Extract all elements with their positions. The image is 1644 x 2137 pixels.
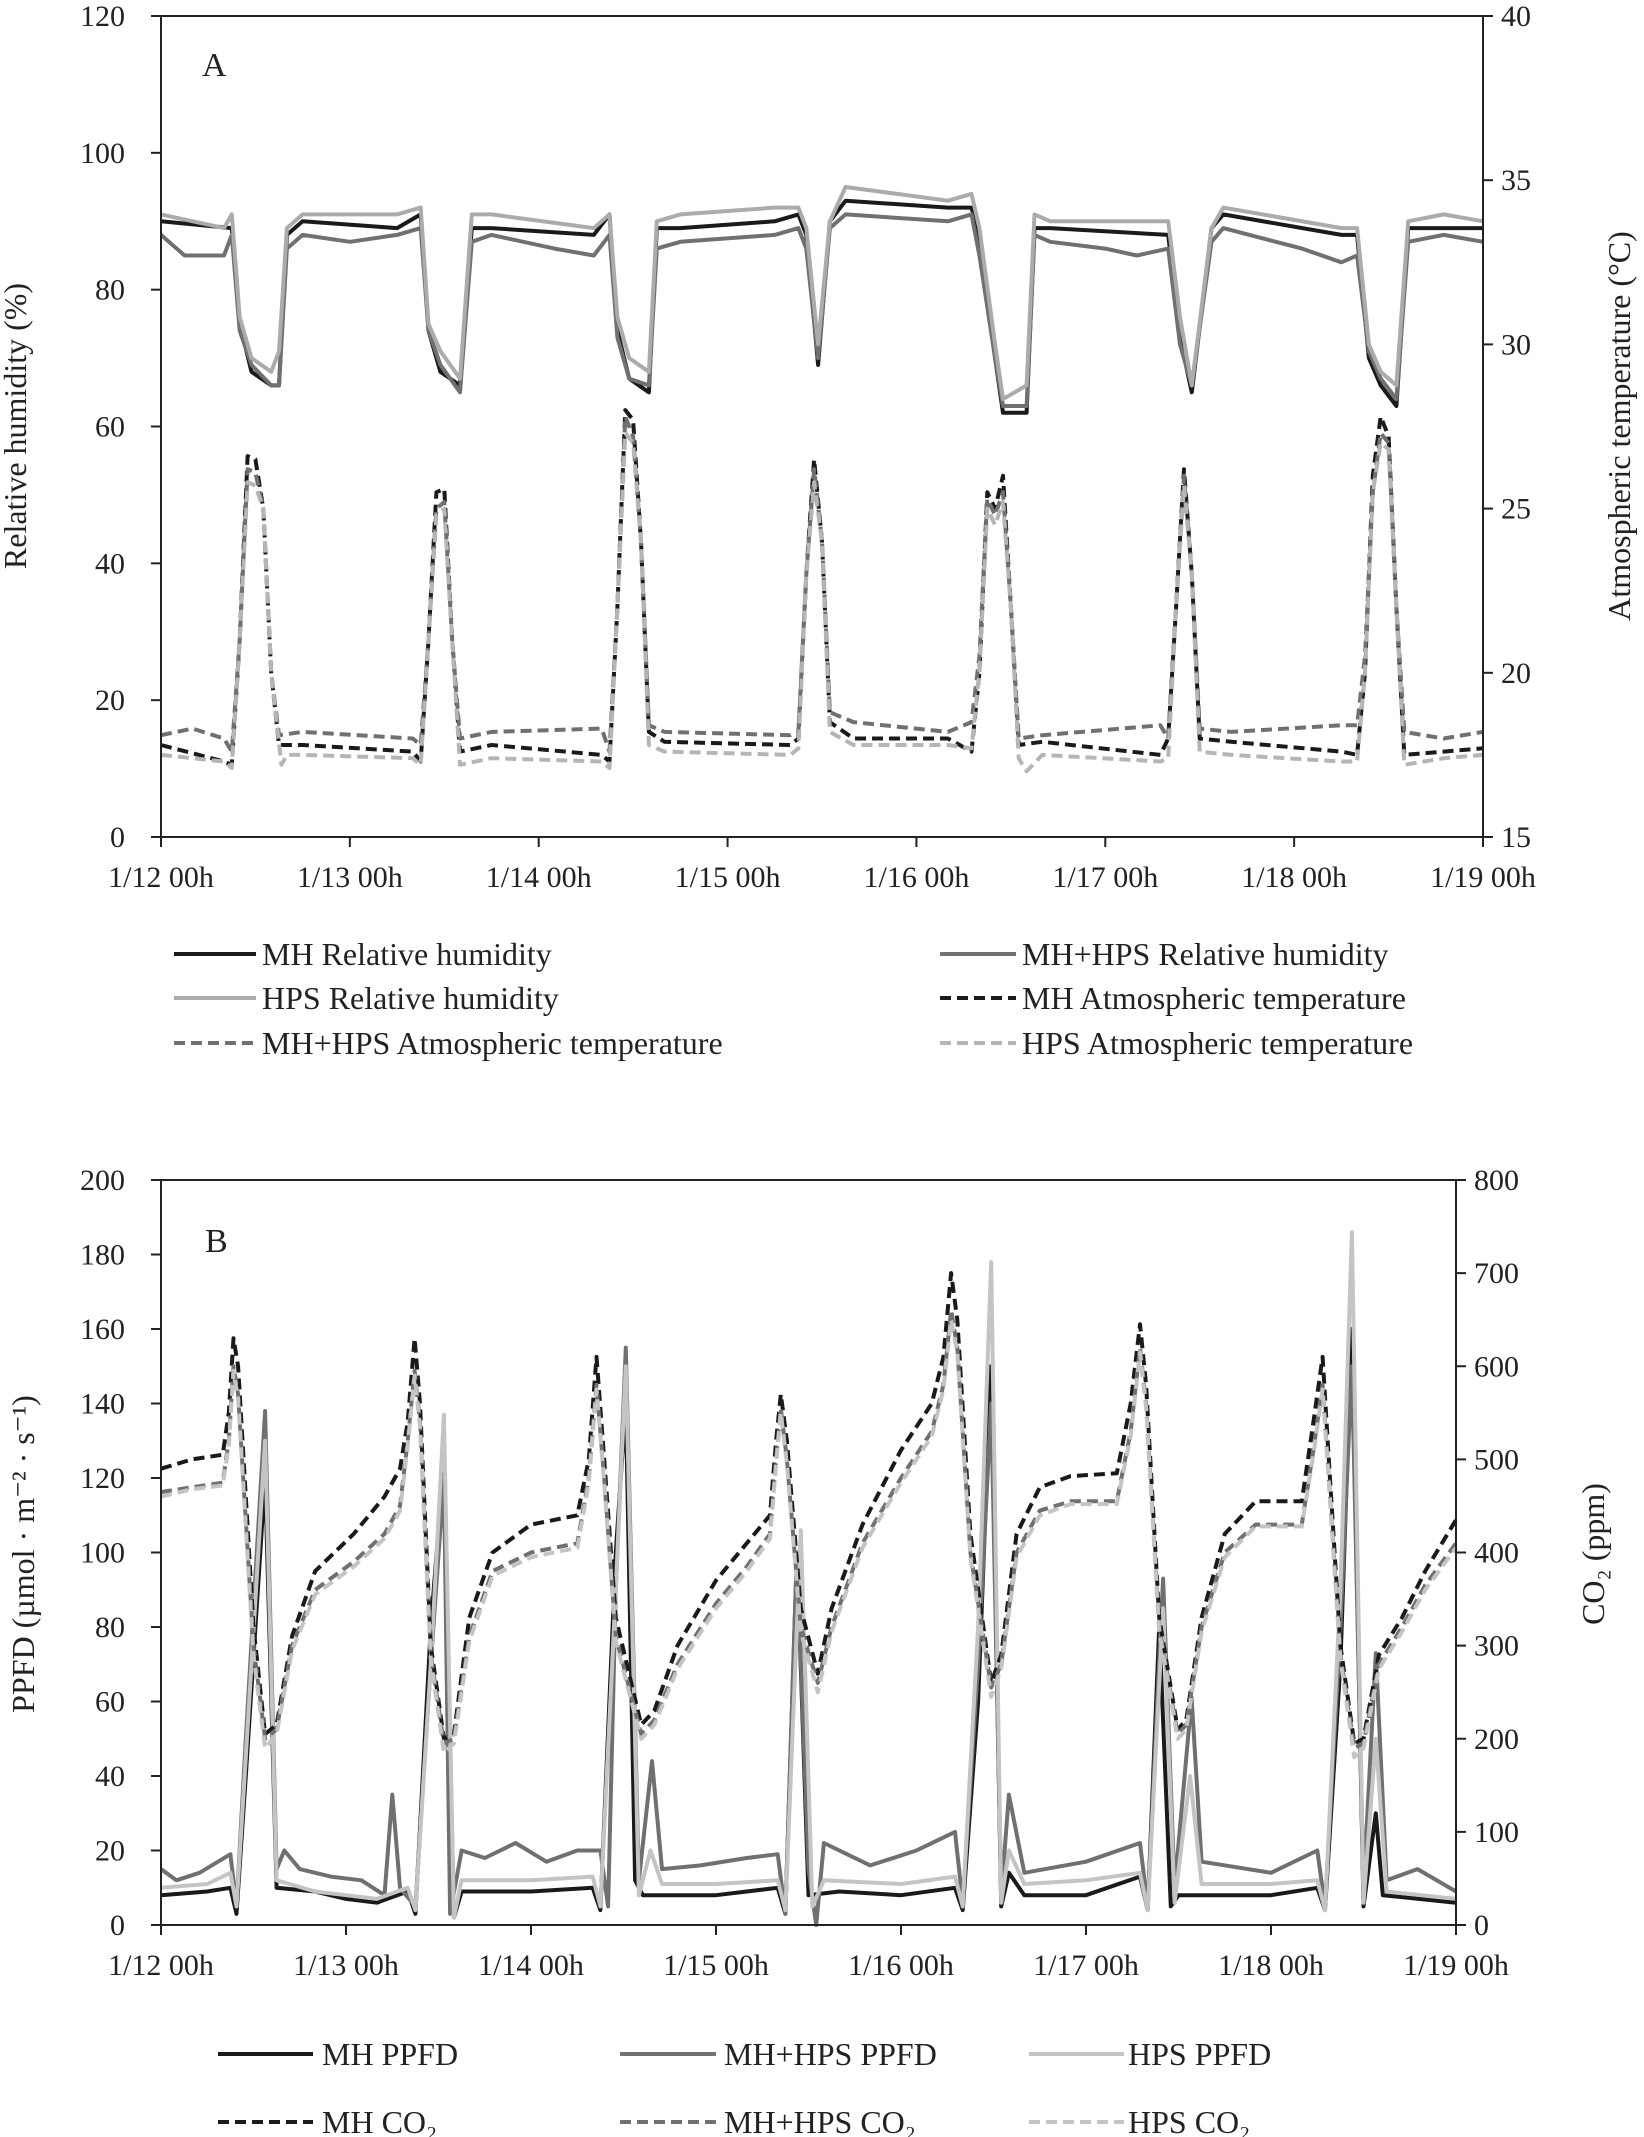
axes: 1/12 00h 1/13 00h 1/14 00h 1/15 00h 1/16 00h… xyxy=(80,0,1536,894)
y-tick-label-left: 80 xyxy=(95,1611,125,1644)
y-tick-label-left: 160 xyxy=(80,1313,125,1346)
x-tick-label: 1/18 00h xyxy=(1241,861,1347,894)
y-tick-label-left: 100 xyxy=(80,137,125,170)
y-tick-label-right: 100 xyxy=(1474,1816,1519,1849)
legend-label: HPS CO₂ xyxy=(1128,2104,1250,2137)
y-tick-label-left: 200 xyxy=(80,1164,125,1197)
legend-label: MH Atmospheric temperature xyxy=(1022,980,1406,1016)
x-tick-label: 1/17 00h xyxy=(1033,1949,1139,1982)
y-tick-label-left: 0 xyxy=(110,1909,125,1942)
x-tick-label: 1/19 00h xyxy=(1430,861,1536,894)
legend-label: MH+HPS PPFD xyxy=(724,2036,937,2072)
series-line-mh-hps-atmospheric-temperature xyxy=(160,414,1484,754)
x-tick-label: 1/19 00h xyxy=(1403,1949,1509,1982)
series-line-mh-hps-co- xyxy=(160,1308,1458,1751)
y-tick-label-left: 80 xyxy=(95,274,125,307)
y-tick-label-right: 400 xyxy=(1474,1537,1519,1570)
y-tick-label-right: 0 xyxy=(1474,1909,1489,1942)
y-tick-label-left: 100 xyxy=(80,1537,125,1570)
x-tick-label: 1/12 00h xyxy=(108,861,214,894)
y-axis-title-right-a: Atmospheric temperature (°C) xyxy=(1601,231,1637,621)
x-tick-label: 1/16 00h xyxy=(848,1949,954,1982)
y-tick-label-right: 35 xyxy=(1501,164,1531,197)
series-line-mh-hps-relative-humidity xyxy=(159,212,1484,408)
legend-label: MH PPFD xyxy=(322,2036,458,2072)
legend-label: HPS Relative humidity xyxy=(262,980,559,1016)
y-tick-label-left: 60 xyxy=(95,1686,125,1719)
x-tick-label: 1/13 00h xyxy=(297,861,403,894)
y-tick-label-left: 40 xyxy=(95,547,125,580)
y-tick-label-left: 20 xyxy=(95,684,125,717)
y-axis-title-left-b: PPFD (µmol · m⁻² · s⁻¹) xyxy=(5,1395,41,1713)
series-group xyxy=(159,185,1484,774)
y-tick-label-right: 15 xyxy=(1501,821,1531,854)
series-line-mh-co- xyxy=(160,1271,1458,1746)
series-line-hps-ppfd xyxy=(160,1230,1457,1920)
x-tick-label: 1/13 00h xyxy=(293,1949,399,1982)
y-tick-label-right: 25 xyxy=(1501,493,1531,526)
x-tick-label: 1/17 00h xyxy=(1052,861,1158,894)
legend-label: MH+HPS Relative humidity xyxy=(1022,936,1389,972)
panel-label-b: B xyxy=(205,1223,228,1260)
y-tick-label-left: 20 xyxy=(95,1835,125,1868)
x-tick-label: 1/14 00h xyxy=(478,1949,584,1982)
axes: 1/12 00h 1/13 00h 1/14 00h 1/15 00h 1/16 00h… xyxy=(80,1164,1519,1982)
legend-label: HPS Atmospheric temperature xyxy=(1022,1025,1413,1061)
y-tick-label-right: 800 xyxy=(1474,1164,1519,1197)
y-tick-label-left: 140 xyxy=(80,1388,125,1421)
y-tick-label-left: 0 xyxy=(110,821,125,854)
y-tick-label-left: 60 xyxy=(95,411,125,444)
legend-label: MH CO₂ xyxy=(322,2104,437,2137)
legend-label: HPS PPFD xyxy=(1128,2036,1271,2072)
y-tick-label-left: 180 xyxy=(80,1239,125,1272)
y-axis-title-left-a: Relative humidity (%) xyxy=(0,283,33,569)
x-tick-label: 1/18 00h xyxy=(1218,1949,1324,1982)
legend-label: MH+HPS CO₂ xyxy=(724,2104,916,2137)
y-tick-label-right: 40 xyxy=(1501,0,1531,33)
y-tick-label-right: 200 xyxy=(1474,1723,1519,1756)
y-tick-label-left: 120 xyxy=(80,1462,125,1495)
legend-label: MH Relative humidity xyxy=(262,936,552,972)
y-tick-label-right: 20 xyxy=(1501,657,1531,690)
chart-a: A Relative humidity (%) Atmospheric temp… xyxy=(0,0,1637,894)
x-tick-label: 1/16 00h xyxy=(864,861,970,894)
y-tick-label-right: 700 xyxy=(1474,1257,1519,1290)
series-line-hps-co- xyxy=(160,1317,1458,1760)
legend-b: MH PPFD MH+HPS PPFD HPS PPFD MH CO₂ MH+H… xyxy=(218,2036,1271,2137)
panel-label-a: A xyxy=(202,47,227,84)
y-tick-label-right: 600 xyxy=(1474,1350,1519,1383)
series-line-mh-hps-ppfd xyxy=(159,1345,1458,1927)
y-tick-label-left: 120 xyxy=(80,0,125,33)
series-line-mh-atmospheric-temperature xyxy=(160,408,1484,767)
x-tick-label: 1/12 00h xyxy=(108,1949,214,1982)
x-tick-label: 1/14 00h xyxy=(486,861,592,894)
x-tick-label: 1/15 00h xyxy=(663,1949,769,1982)
x-tick-label: 1/15 00h xyxy=(675,861,781,894)
series-line-hps-relative-humidity xyxy=(160,185,1484,402)
series-group xyxy=(159,1230,1458,1927)
legend-a: MH Relative humidity MH+HPS Relative hum… xyxy=(174,936,1413,1061)
y-axis-title-right-b: CO₂ (ppm) xyxy=(1575,1483,1611,1625)
series-line-hps-atmospheric-temperature xyxy=(160,431,1484,774)
y-tick-label-right: 30 xyxy=(1501,328,1531,361)
legend-label: MH+HPS Atmospheric temperature xyxy=(262,1025,723,1061)
y-tick-label-left: 40 xyxy=(95,1760,125,1793)
y-tick-label-right: 300 xyxy=(1474,1630,1519,1663)
y-tick-label-right: 500 xyxy=(1474,1443,1519,1476)
chart-b: B PPFD (µmol · m⁻² · s⁻¹) CO₂ (ppm) 1/12… xyxy=(5,1164,1611,1982)
